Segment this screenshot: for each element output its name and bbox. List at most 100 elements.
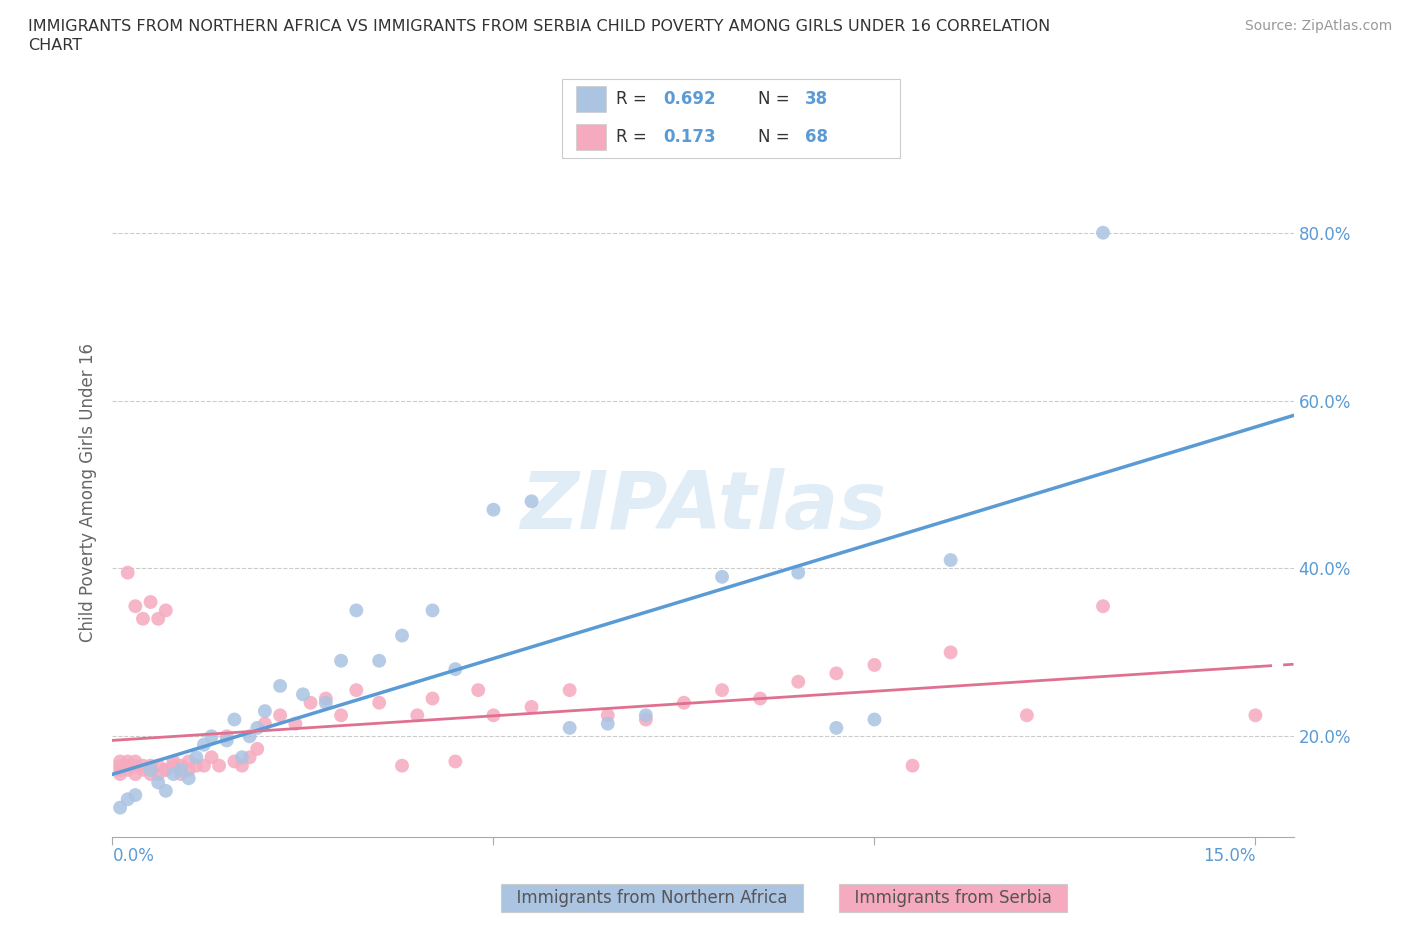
Point xyxy=(193,737,215,752)
Point xyxy=(170,758,193,773)
Point xyxy=(139,766,162,781)
Point xyxy=(444,754,467,769)
Point xyxy=(344,603,367,618)
Point xyxy=(224,712,246,727)
Point xyxy=(224,754,246,769)
Point xyxy=(368,653,391,668)
Point xyxy=(596,716,619,731)
Point xyxy=(117,565,139,580)
Point xyxy=(939,644,962,659)
Point xyxy=(177,771,200,786)
Point xyxy=(672,696,695,711)
Point xyxy=(406,708,429,723)
Y-axis label: Child Poverty Among Girls Under 16: Child Poverty Among Girls Under 16 xyxy=(79,343,97,643)
Point xyxy=(330,708,353,723)
Point xyxy=(520,699,543,714)
Point xyxy=(215,733,238,748)
Point xyxy=(186,750,208,764)
Point xyxy=(139,594,162,609)
Point xyxy=(170,763,193,777)
Point xyxy=(200,750,222,764)
Point xyxy=(124,758,146,773)
Point xyxy=(124,766,146,781)
Point xyxy=(444,662,467,677)
Point xyxy=(825,666,848,681)
Point xyxy=(239,750,262,764)
Point xyxy=(139,763,162,777)
Point xyxy=(482,502,505,517)
Point xyxy=(231,750,253,764)
Point xyxy=(520,494,543,509)
Point xyxy=(108,758,131,773)
Point xyxy=(124,788,146,803)
Point xyxy=(1015,708,1038,723)
FancyBboxPatch shape xyxy=(576,124,606,151)
Point xyxy=(467,683,489,698)
Point xyxy=(148,758,170,773)
Text: 0.173: 0.173 xyxy=(664,127,716,146)
Point xyxy=(148,775,170,790)
Point xyxy=(634,708,657,723)
Point xyxy=(315,691,337,706)
Point xyxy=(108,763,131,777)
Text: R =: R = xyxy=(616,90,652,108)
Point xyxy=(117,791,139,806)
Point xyxy=(863,658,886,672)
Point xyxy=(391,628,413,643)
Point xyxy=(253,716,276,731)
Text: Immigrants from Serbia: Immigrants from Serbia xyxy=(844,889,1062,907)
FancyBboxPatch shape xyxy=(562,79,900,158)
Point xyxy=(825,721,848,736)
Point xyxy=(246,721,269,736)
Text: Source: ZipAtlas.com: Source: ZipAtlas.com xyxy=(1244,19,1392,33)
Point xyxy=(284,716,307,731)
Point xyxy=(315,696,337,711)
Point xyxy=(162,754,184,769)
Point xyxy=(1092,599,1115,614)
Point xyxy=(124,599,146,614)
Point xyxy=(155,783,177,798)
Point xyxy=(482,708,505,723)
Point xyxy=(108,766,131,781)
Point xyxy=(634,712,657,727)
Point xyxy=(391,758,413,773)
Point xyxy=(208,758,231,773)
Point xyxy=(711,569,734,584)
Point xyxy=(117,758,139,773)
Point xyxy=(215,729,238,744)
Text: 68: 68 xyxy=(806,127,828,146)
Point xyxy=(162,766,184,781)
Point xyxy=(596,708,619,723)
Text: ZIPAtlas: ZIPAtlas xyxy=(520,468,886,546)
Point xyxy=(132,611,155,626)
Text: N =: N = xyxy=(758,90,794,108)
Text: 0.692: 0.692 xyxy=(664,90,716,108)
Point xyxy=(269,679,291,694)
Point xyxy=(162,758,184,773)
Point xyxy=(177,754,200,769)
Point xyxy=(108,754,131,769)
Point xyxy=(177,763,200,777)
Point xyxy=(749,691,772,706)
Point xyxy=(132,763,155,777)
Text: N =: N = xyxy=(758,127,794,146)
Point xyxy=(939,552,962,567)
Point xyxy=(246,741,269,756)
Point xyxy=(558,721,581,736)
Point xyxy=(422,603,444,618)
Point xyxy=(193,758,215,773)
Point xyxy=(787,674,810,689)
Point xyxy=(558,683,581,698)
Point xyxy=(117,763,139,777)
Text: Immigrants from Northern Africa: Immigrants from Northern Africa xyxy=(506,889,799,907)
Point xyxy=(711,683,734,698)
Point xyxy=(155,603,177,618)
Point xyxy=(787,565,810,580)
Point xyxy=(1244,708,1267,723)
Point xyxy=(200,729,222,744)
Point xyxy=(863,712,886,727)
Point xyxy=(108,800,131,815)
Point xyxy=(330,653,353,668)
Point xyxy=(155,763,177,777)
Point xyxy=(170,766,193,781)
